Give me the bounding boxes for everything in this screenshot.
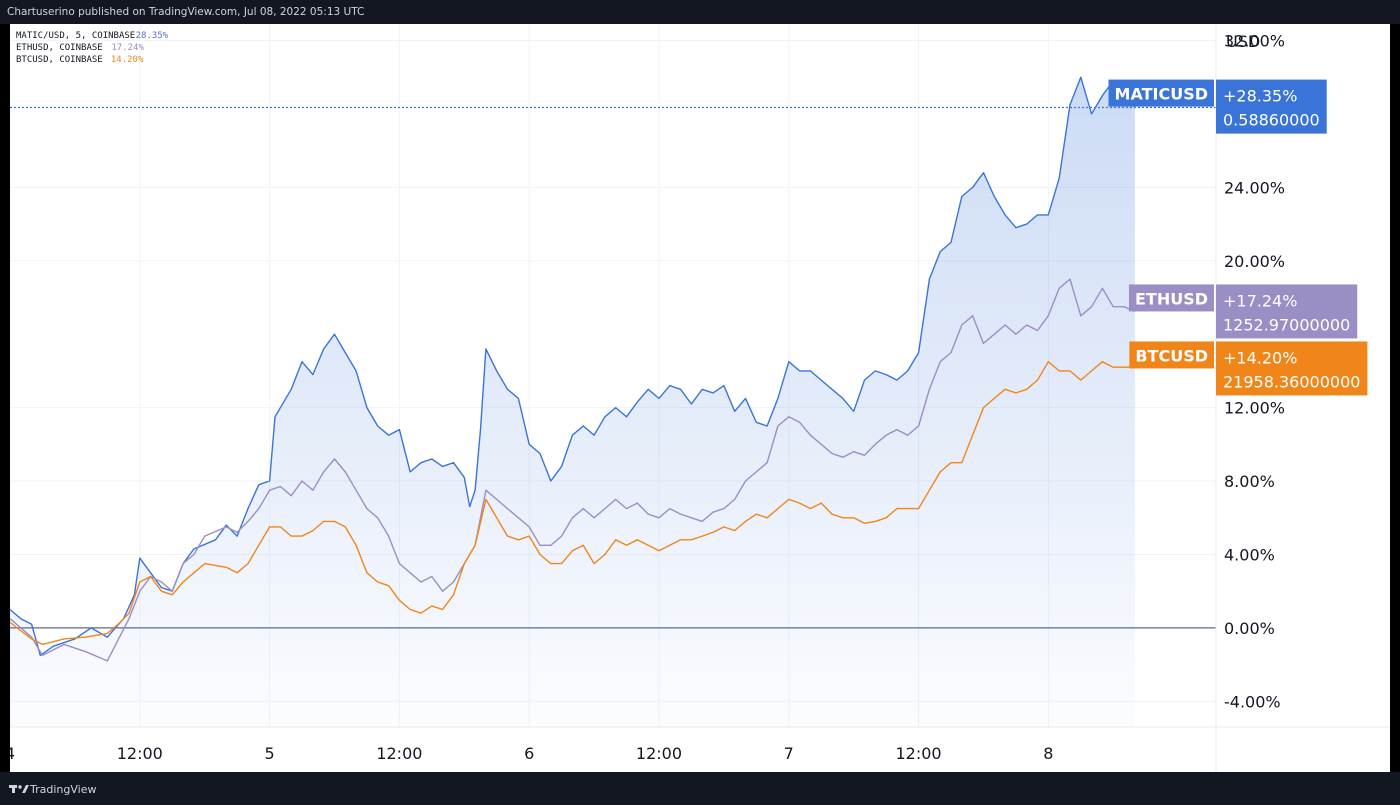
bottom-bar: TradingView: [0, 772, 1400, 805]
last-value-box: [1216, 79, 1327, 134]
series-line-btcusd: [10, 361, 1135, 646]
legend-label: BTCUSD, COINBASE: [16, 55, 103, 65]
series-name-box: [1128, 284, 1214, 312]
publisher-credit: Chartuserino published on TradingView.co…: [7, 6, 365, 18]
area-fills: [10, 77, 1135, 727]
legend-label: MATIC/USD, 5, COINBASE: [16, 31, 135, 41]
y-tick-label: 20.00%: [1224, 252, 1285, 271]
chart-svg[interactable]: 32.00% 24.00% 20.00% 12.00% 8.00% 4.00% 0.00% -…: [10, 24, 1390, 772]
chart-panel[interactable]: 32.00% 24.00% 20.00% 12.00% 8.00% 4.00% 0.00% -…: [10, 24, 1390, 772]
x-tick-label: 4: [10, 744, 15, 763]
series-name-label: MATICUSD: [1115, 85, 1208, 104]
footer-brand: TradingView: [30, 783, 97, 796]
legend-value: 14.20%: [111, 55, 144, 65]
y-tick-label: -4.00%: [1224, 692, 1281, 711]
y-tick-label: 8.00%: [1224, 472, 1275, 491]
x-tick-label: 12:00: [376, 744, 422, 763]
last-price: 21958.36000000: [1223, 372, 1360, 391]
last-price: 1252.97000000: [1223, 315, 1350, 334]
series-lines: [10, 76, 1136, 662]
last-value-labels: +28.35% 0.58860000 MATICUSD +17.24% 1252.970…: [1108, 79, 1368, 396]
last-change-pct: +28.35%: [1223, 87, 1297, 106]
series-line-maticusd: [10, 76, 1136, 657]
y-tick-label: 0.00%: [1224, 619, 1275, 638]
area-fill-maticusd: [10, 77, 1135, 727]
last-value-box: [1216, 341, 1368, 396]
x-tick-label: 7: [784, 744, 794, 763]
series-line-ethusd: [10, 278, 1136, 662]
series-name-label: ETHUSD: [1135, 289, 1208, 308]
x-tick-label: 5: [264, 744, 274, 763]
y-tick-label: 24.00%: [1224, 178, 1285, 197]
y-tick-label: 12.00%: [1224, 399, 1285, 418]
tradingview-logo-icon: [9, 785, 29, 793]
last-change-pct: +14.20%: [1223, 348, 1297, 367]
x-tick-label: 12:00: [896, 744, 942, 763]
legend-value: 28.35%: [136, 31, 169, 41]
y-tick-label: 32.00%: [1224, 32, 1285, 51]
series-name-label: BTCUSD: [1135, 346, 1208, 365]
last-change-pct: +17.24%: [1223, 291, 1297, 310]
series-name-box: [1129, 341, 1214, 369]
last-price: 0.58860000: [1223, 111, 1320, 130]
top-bar: Chartuserino published on TradingView.co…: [0, 0, 1400, 24]
x-tick-label: 8: [1043, 744, 1053, 763]
series-name-box: [1108, 79, 1214, 107]
legend: MATIC/USD, 5, COINBASE 28.35% ETHUSD, COIN…: [16, 31, 169, 65]
y-tick-label: 4.00%: [1224, 545, 1275, 564]
price-axis-title: USD: [1226, 32, 1260, 51]
last-value-box: [1216, 284, 1358, 339]
x-tick-label: 6: [524, 744, 534, 763]
x-tick-label: 12:00: [117, 744, 163, 763]
legend-value: 17.24%: [111, 43, 144, 53]
price-axis[interactable]: 32.00% 24.00% 20.00% 12.00% 8.00% 4.00% 0.00% -…: [1224, 32, 1285, 712]
legend-label: ETHUSD, COINBASE: [16, 43, 103, 53]
x-tick-label: 12:00: [636, 744, 682, 763]
time-axis[interactable]: 4 12:00 5 12:00 6 12:00 7 12:00 8: [10, 744, 1053, 763]
